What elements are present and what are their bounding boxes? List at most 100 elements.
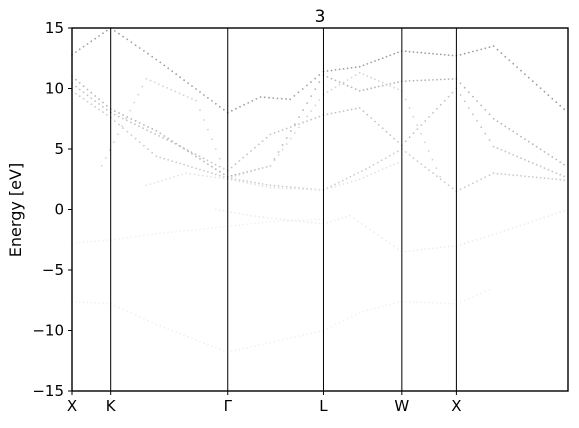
band-point bbox=[214, 208, 217, 211]
band-point bbox=[122, 127, 124, 129]
band-point bbox=[94, 106, 97, 108]
band-point bbox=[306, 188, 308, 191]
band-point bbox=[543, 216, 546, 219]
band-point bbox=[210, 175, 213, 178]
band-point bbox=[281, 144, 284, 146]
band-point bbox=[374, 60, 376, 62]
y-tick-label: −15 bbox=[32, 382, 64, 400]
band-point bbox=[298, 219, 300, 222]
band-point bbox=[555, 101, 558, 104]
band-point bbox=[361, 170, 363, 172]
band-point bbox=[165, 178, 168, 181]
band-point bbox=[238, 160, 241, 162]
band-point bbox=[346, 109, 349, 112]
band-point bbox=[261, 140, 264, 143]
band-point bbox=[250, 346, 252, 348]
band-point bbox=[285, 185, 288, 188]
band-point bbox=[381, 127, 384, 130]
band-point bbox=[350, 66, 353, 69]
band-point bbox=[272, 97, 275, 99]
band-point bbox=[183, 79, 186, 82]
band-point bbox=[524, 175, 526, 178]
band-point bbox=[330, 112, 333, 115]
band-point bbox=[254, 222, 256, 225]
band-point bbox=[285, 98, 287, 100]
band-point bbox=[334, 323, 337, 326]
band-point bbox=[432, 247, 434, 250]
band-series bbox=[71, 90, 565, 193]
band-point bbox=[346, 67, 349, 70]
band-point bbox=[254, 146, 256, 149]
band-point bbox=[195, 167, 197, 170]
band-point bbox=[302, 334, 304, 337]
band-point bbox=[492, 145, 495, 148]
band-point bbox=[273, 187, 276, 189]
band-point bbox=[357, 172, 359, 174]
band-point bbox=[171, 70, 174, 73]
band-point bbox=[519, 224, 522, 227]
band-point bbox=[436, 302, 438, 304]
band-point bbox=[499, 231, 502, 234]
band-point bbox=[121, 117, 124, 120]
band-point bbox=[531, 80, 534, 83]
band-point bbox=[500, 149, 503, 151]
band-point bbox=[171, 231, 174, 234]
band-point bbox=[476, 180, 478, 183]
band-point bbox=[508, 59, 511, 62]
band-point bbox=[214, 148, 217, 150]
band-point bbox=[459, 301, 462, 303]
band-point bbox=[218, 170, 221, 173]
band-point bbox=[389, 165, 392, 168]
band-point bbox=[182, 147, 185, 149]
band-point bbox=[342, 68, 345, 70]
band-point bbox=[243, 103, 246, 106]
band-point bbox=[125, 117, 127, 120]
band-point bbox=[238, 180, 241, 183]
band-point bbox=[520, 69, 522, 72]
band-point bbox=[543, 167, 546, 170]
band-point bbox=[98, 302, 100, 305]
band-point bbox=[385, 166, 388, 169]
band-point bbox=[389, 85, 392, 87]
band-point bbox=[334, 183, 336, 186]
band-point bbox=[102, 32, 104, 35]
band-point bbox=[230, 176, 233, 178]
band-point bbox=[318, 74, 321, 76]
band-point bbox=[531, 162, 534, 165]
band-point bbox=[432, 79, 434, 81]
band-point bbox=[298, 116, 300, 118]
band-point bbox=[122, 114, 124, 116]
band-point bbox=[310, 332, 313, 335]
band-point bbox=[500, 173, 503, 175]
band-point bbox=[151, 321, 154, 324]
band-point bbox=[82, 85, 85, 88]
band-point bbox=[428, 169, 430, 172]
band-point bbox=[257, 143, 260, 146]
band-point bbox=[424, 248, 427, 251]
band-point bbox=[451, 91, 454, 94]
band-point bbox=[153, 182, 156, 184]
band-point bbox=[388, 242, 391, 245]
band-point bbox=[412, 51, 415, 53]
band-point bbox=[346, 79, 349, 81]
band-point bbox=[211, 100, 213, 102]
band-series bbox=[100, 71, 442, 179]
band-point bbox=[404, 50, 407, 53]
band-point bbox=[234, 163, 237, 166]
band-point bbox=[241, 213, 244, 216]
band-point bbox=[86, 43, 89, 45]
band-point bbox=[314, 222, 317, 225]
band-point bbox=[147, 126, 149, 128]
band-point bbox=[370, 173, 373, 176]
band-point bbox=[484, 290, 487, 293]
x-tick-label: Γ bbox=[224, 397, 233, 415]
band-point bbox=[314, 218, 317, 221]
band-point bbox=[147, 148, 149, 151]
band-point bbox=[370, 117, 373, 119]
band-point bbox=[276, 97, 279, 100]
band-point bbox=[368, 166, 371, 169]
band-point bbox=[508, 152, 511, 155]
band-point bbox=[86, 301, 89, 304]
band-point bbox=[269, 133, 272, 136]
band-point bbox=[121, 125, 123, 128]
